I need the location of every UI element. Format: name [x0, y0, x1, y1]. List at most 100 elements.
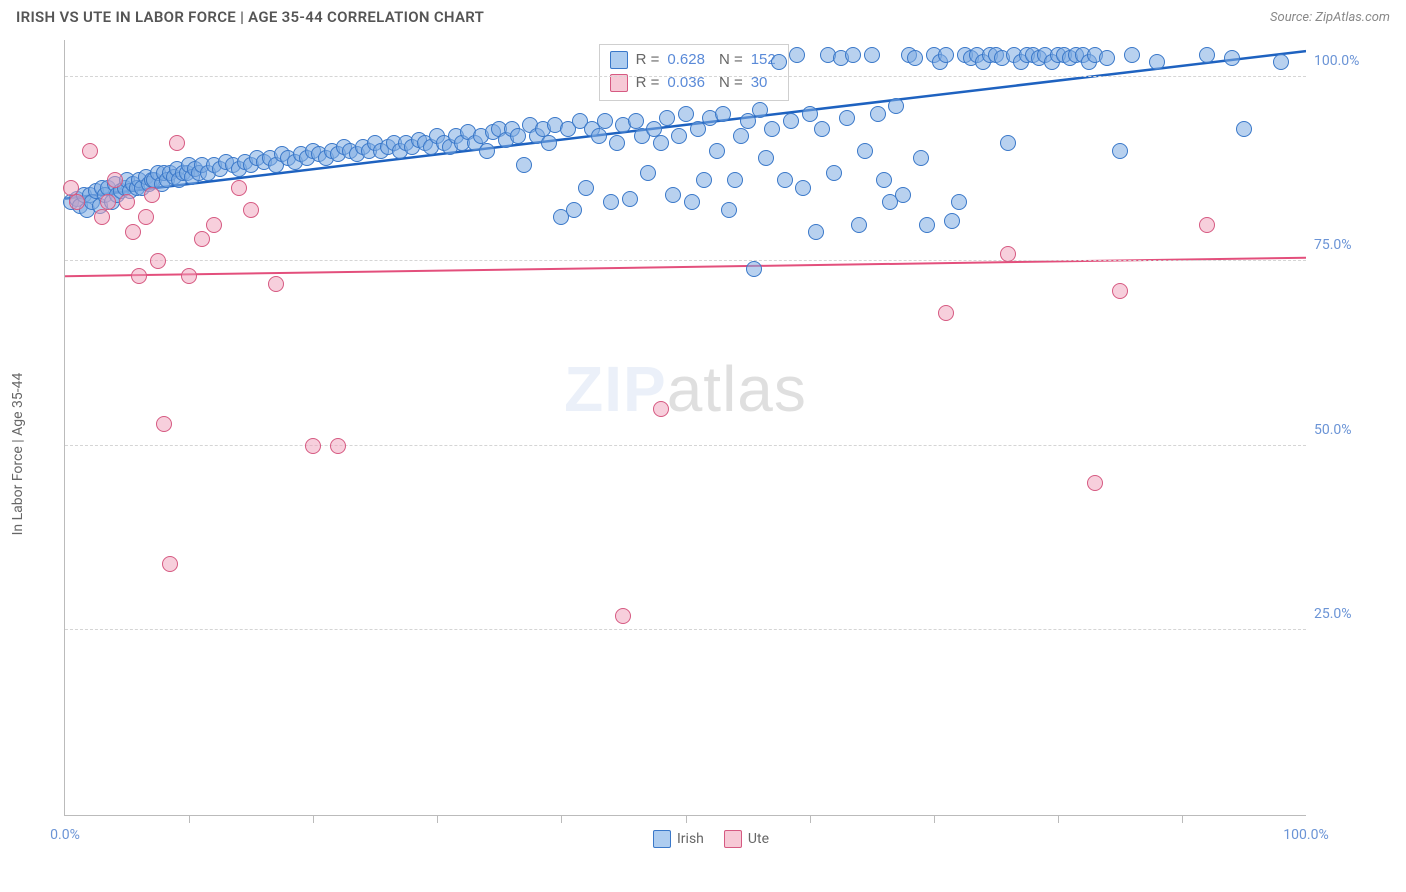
scatter-point: [851, 217, 867, 233]
scatter-point: [597, 113, 613, 129]
scatter-point: [746, 261, 762, 277]
legend-label: Ute: [748, 831, 769, 847]
scatter-point: [665, 187, 681, 203]
scatter-point: [907, 50, 923, 66]
x-tick: [686, 815, 687, 823]
scatter-point: [330, 438, 346, 454]
scatter-point: [777, 172, 793, 188]
scatter-point: [1000, 135, 1016, 151]
scatter-point: [888, 98, 904, 114]
scatter-point: [169, 135, 185, 151]
scatter-point: [727, 172, 743, 188]
scatter-point: [622, 191, 638, 207]
grid-line: [65, 260, 1306, 261]
chart-container: In Labor Force | Age 35-44 ZIPatlas R =0…: [30, 40, 1392, 852]
scatter-point: [758, 150, 774, 166]
scatter-point: [82, 143, 98, 159]
legend-item: Ute: [724, 830, 769, 848]
scatter-point: [870, 106, 886, 122]
scatter-point: [876, 172, 892, 188]
n-value: 30: [751, 72, 768, 95]
y-tick-label: 50.0%: [1314, 422, 1352, 438]
scatter-point: [653, 135, 669, 151]
scatter-point: [1273, 54, 1289, 70]
scatter-point: [628, 113, 644, 129]
scatter-point: [1199, 47, 1215, 63]
scatter-point: [268, 276, 284, 292]
scatter-point: [69, 194, 85, 210]
scatter-point: [609, 135, 625, 151]
source-label: Source: ZipAtlas.com: [1270, 10, 1390, 25]
watermark-zip: ZIP: [564, 353, 667, 425]
x-tick-label: 0.0%: [50, 827, 80, 843]
scatter-point: [181, 268, 197, 284]
scatter-point: [845, 47, 861, 63]
scatter-point: [131, 268, 147, 284]
scatter-point: [826, 165, 842, 181]
scatter-point: [156, 416, 172, 432]
plot-area: ZIPatlas R =0.628N =152R =0.036N =30 25.…: [64, 40, 1306, 816]
scatter-point: [814, 121, 830, 137]
scatter-point: [913, 150, 929, 166]
scatter-point: [566, 202, 582, 218]
x-tick: [1058, 815, 1059, 823]
x-tick: [437, 815, 438, 823]
scatter-point: [591, 128, 607, 144]
grid-line: [65, 629, 1306, 630]
scatter-point: [783, 113, 799, 129]
scatter-point: [764, 121, 780, 137]
scatter-point: [162, 556, 178, 572]
scatter-point: [839, 110, 855, 126]
scatter-point: [578, 180, 594, 196]
scatter-point: [771, 54, 787, 70]
scatter-point: [1149, 54, 1165, 70]
y-tick-label: 25.0%: [1314, 606, 1352, 622]
legend-swatch: [610, 51, 628, 69]
correlation-row: R =0.628N =152: [610, 49, 776, 72]
scatter-point: [789, 47, 805, 63]
scatter-point: [684, 194, 700, 210]
scatter-point: [678, 106, 694, 122]
x-tick: [561, 815, 562, 823]
scatter-point: [696, 172, 712, 188]
x-tick: [934, 815, 935, 823]
scatter-point: [541, 135, 557, 151]
scatter-point: [206, 217, 222, 233]
scatter-point: [951, 194, 967, 210]
scatter-point: [715, 106, 731, 122]
scatter-point: [63, 180, 79, 196]
x-tick-label: 100.0%: [1283, 827, 1328, 843]
scatter-point: [795, 180, 811, 196]
x-tick: [1182, 815, 1183, 823]
r-label: R =: [636, 49, 660, 72]
scatter-point: [1112, 143, 1128, 159]
scatter-point: [1199, 217, 1215, 233]
scatter-point: [671, 128, 687, 144]
grid-line: [65, 76, 1306, 77]
legend-swatch: [724, 830, 742, 848]
chart-title: IRISH VS UTE IN LABOR FORCE | AGE 35-44 …: [16, 8, 484, 26]
n-label: N =: [719, 49, 743, 72]
scatter-point: [479, 143, 495, 159]
legend-swatch: [653, 830, 671, 848]
scatter-point: [864, 47, 880, 63]
r-label: R =: [636, 72, 660, 95]
scatter-point: [194, 231, 210, 247]
r-value: 0.628: [667, 49, 705, 72]
n-label: N =: [719, 72, 743, 95]
scatter-point: [119, 194, 135, 210]
x-tick: [810, 815, 811, 823]
scatter-point: [895, 187, 911, 203]
legend-item: Irish: [653, 830, 704, 848]
scatter-point: [1112, 283, 1128, 299]
scatter-point: [231, 180, 247, 196]
scatter-point: [653, 401, 669, 417]
scatter-point: [752, 102, 768, 118]
scatter-point: [938, 305, 954, 321]
scatter-point: [1099, 50, 1115, 66]
x-tick: [189, 815, 190, 823]
scatter-point: [1224, 50, 1240, 66]
scatter-point: [709, 143, 725, 159]
watermark: ZIPatlas: [564, 352, 807, 426]
scatter-point: [808, 224, 824, 240]
